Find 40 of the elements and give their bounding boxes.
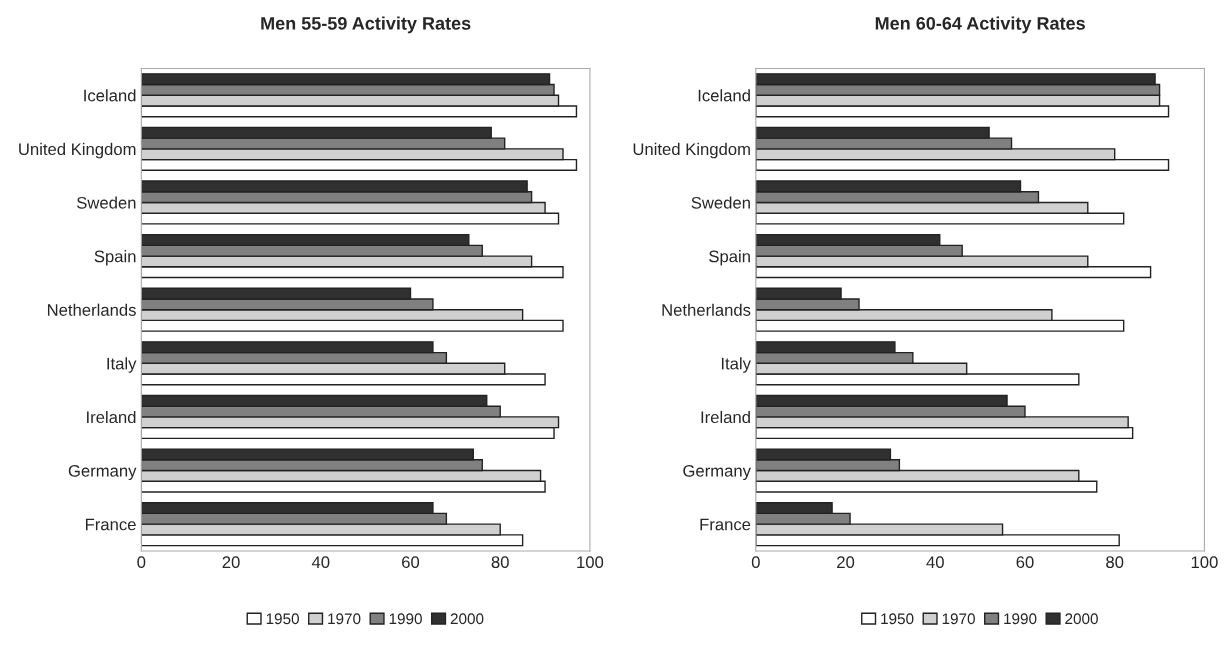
legend-label: 1950 — [266, 613, 299, 625]
x-tick-label: 60 — [1016, 556, 1034, 569]
y-tick-label: Germany — [68, 464, 137, 481]
x-tick-label: 100 — [577, 556, 604, 569]
y-tick-label: Germany — [683, 464, 751, 481]
y-tick-label: United Kingdom — [633, 142, 750, 159]
y-tick-label: Netherlands — [662, 303, 751, 316]
x-tick-label: 60 — [402, 556, 420, 569]
y-tick-label: Italy — [721, 357, 751, 373]
x-tick-label: 20 — [222, 556, 240, 569]
x-tick-label: 80 — [1106, 556, 1124, 569]
x-tick-label: 0 — [751, 556, 760, 569]
legend-label: 1970 — [942, 613, 975, 625]
y-tick-label: Ireland — [701, 410, 750, 424]
y-tick-label: France — [700, 518, 751, 531]
y-tick-label: Iceland — [698, 89, 750, 102]
legend-label: 2000 — [450, 613, 484, 625]
y-tick-label: Netherlands — [47, 303, 136, 316]
y-tick-label: Spain — [709, 250, 750, 266]
legend-label: 1990 — [389, 613, 422, 625]
y-tick-label: Spain — [94, 250, 136, 266]
x-tick-label: 100 — [1191, 556, 1218, 569]
x-tick-label: 80 — [491, 556, 509, 569]
legend-label: 1990 — [1004, 613, 1037, 625]
y-tick-label: Sweden — [691, 196, 750, 209]
chart-title: Men 60-64 Activity Rates — [875, 16, 1085, 34]
y-tick-label: United Kingdom — [19, 142, 136, 159]
y-tick-label: Italy — [107, 357, 137, 373]
chart-title: Men 55-59 Activity Rates — [261, 16, 471, 34]
y-tick-label: France — [85, 518, 136, 531]
x-tick-label: 0 — [137, 556, 146, 569]
x-tick-label: 40 — [311, 556, 330, 569]
x-tick-label: 40 — [926, 556, 944, 569]
legend-label: 1970 — [328, 613, 361, 625]
y-tick-label: Ireland — [87, 410, 136, 424]
legend-label: 1950 — [881, 613, 914, 625]
x-tick-label: 20 — [837, 556, 855, 569]
y-tick-label: Sweden — [77, 196, 136, 209]
y-tick-label: Iceland — [84, 89, 136, 102]
legend-label: 2000 — [1065, 613, 1098, 625]
